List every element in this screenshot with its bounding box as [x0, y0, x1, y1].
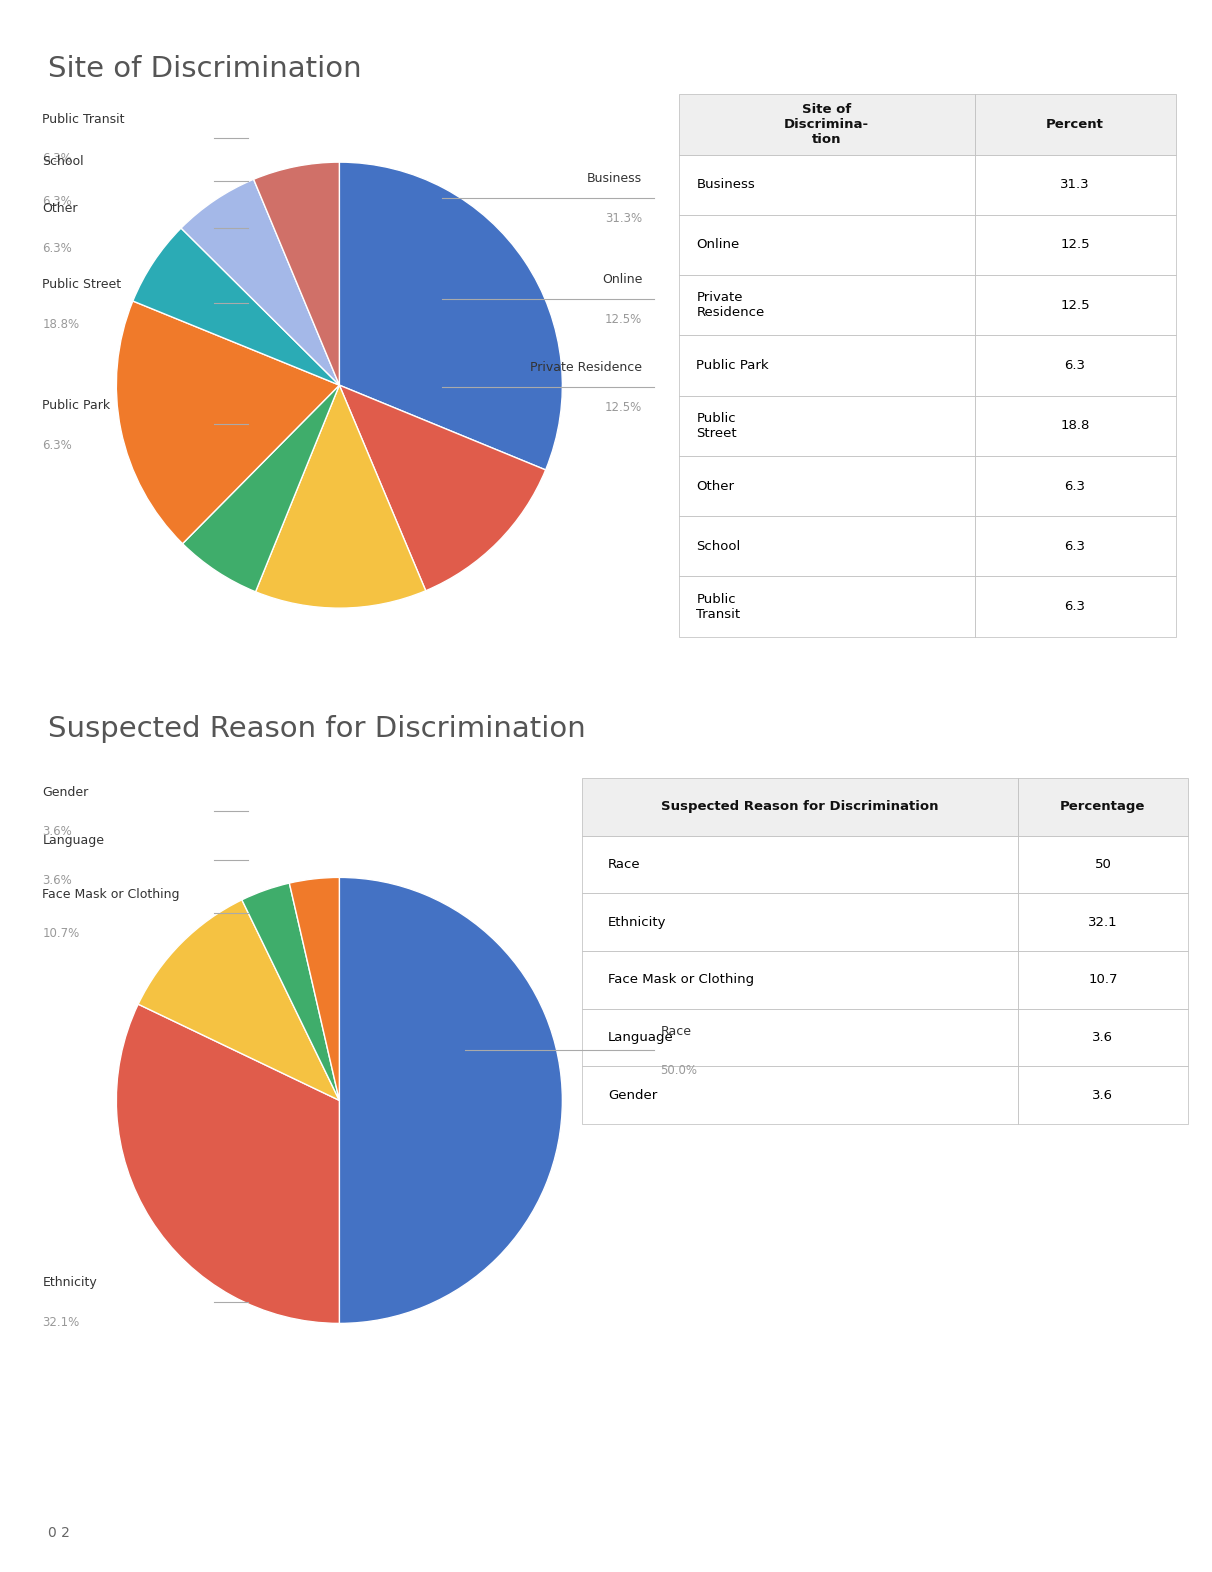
Text: 12.5%: 12.5% [605, 313, 642, 325]
Text: Online: Online [602, 274, 642, 286]
Text: School: School [42, 156, 84, 168]
Wedge shape [290, 877, 339, 1100]
Text: Public Park: Public Park [42, 399, 110, 412]
Text: Public Street: Public Street [42, 278, 121, 291]
Wedge shape [339, 877, 562, 1324]
Text: Ethnicity: Ethnicity [42, 1276, 97, 1289]
Text: 6.3%: 6.3% [42, 242, 73, 255]
Text: 18.8%: 18.8% [42, 318, 80, 330]
Text: 10.7%: 10.7% [42, 927, 80, 940]
Text: 6.3%: 6.3% [42, 152, 73, 165]
Text: 0 2: 0 2 [48, 1526, 70, 1541]
Text: Face Mask or Clothing: Face Mask or Clothing [42, 888, 179, 901]
Text: 3.6%: 3.6% [42, 825, 73, 838]
Text: 6.3%: 6.3% [42, 439, 73, 451]
Text: 50.0%: 50.0% [661, 1064, 698, 1077]
Text: 31.3%: 31.3% [605, 212, 642, 225]
Text: Private Residence: Private Residence [531, 362, 642, 374]
Text: Suspected Reason for Discrimination: Suspected Reason for Discrimination [48, 715, 587, 744]
Text: 6.3%: 6.3% [42, 195, 73, 208]
Wedge shape [133, 228, 339, 385]
Wedge shape [339, 162, 562, 470]
Text: 3.6%: 3.6% [42, 874, 73, 887]
Wedge shape [253, 162, 339, 385]
Wedge shape [181, 179, 339, 385]
Wedge shape [138, 899, 339, 1100]
Text: Gender: Gender [42, 786, 88, 799]
Text: Other: Other [42, 203, 78, 215]
Wedge shape [116, 1005, 339, 1324]
Text: Race: Race [661, 1025, 692, 1038]
Wedge shape [183, 385, 339, 591]
Text: Site of Discrimination: Site of Discrimination [48, 55, 362, 83]
Text: 12.5%: 12.5% [605, 401, 642, 413]
Wedge shape [339, 385, 545, 591]
Text: Business: Business [588, 173, 642, 185]
Wedge shape [242, 883, 339, 1100]
Text: Public Transit: Public Transit [42, 113, 125, 126]
Text: 32.1%: 32.1% [42, 1316, 80, 1328]
Wedge shape [116, 300, 339, 544]
Wedge shape [256, 385, 425, 608]
Text: Language: Language [42, 835, 104, 847]
